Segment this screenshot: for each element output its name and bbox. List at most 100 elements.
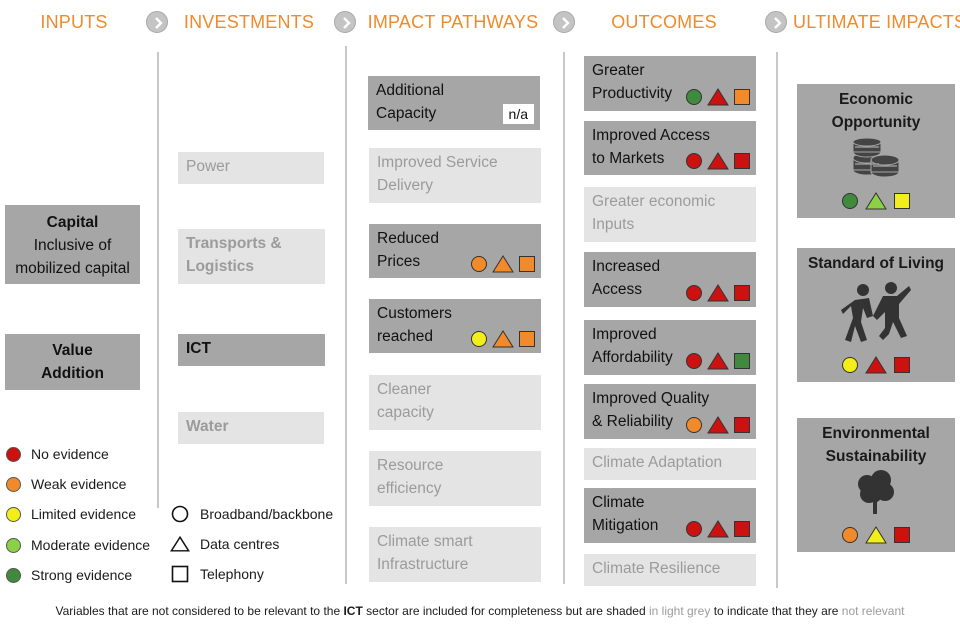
weak-evidence-circle-icon <box>471 256 487 272</box>
pathway-cleaner-capacity-label: Cleaner capacity <box>377 381 434 421</box>
people-dancing-icon <box>841 282 911 342</box>
legend-strong-evidence: Strong evidence <box>6 565 132 585</box>
footnote-text: to indicate that they are <box>710 604 842 618</box>
limited-evidence-triangle-icon <box>865 526 887 544</box>
investment-water: Water <box>178 412 324 444</box>
limited-evidence-circle-icon <box>471 331 487 347</box>
evidence-indicators <box>685 416 751 434</box>
input-capital-subtitle: Inclusive of mobilized capital <box>15 237 130 277</box>
legend-label: Moderate evidence <box>31 537 151 553</box>
no-evidence-circle-icon <box>686 521 702 537</box>
outcome-climate-adaptation: Climate Adaptation <box>584 448 756 480</box>
square-icon <box>171 565 189 583</box>
outcome-increased-access: Increased Access <box>584 252 756 307</box>
outcome-greater-productivity-label: Greater Productivity <box>592 62 673 102</box>
evidence-indicators <box>470 255 536 273</box>
no-evidence-circle-icon <box>686 353 702 369</box>
pathway-reduced-prices: Reduced Prices <box>369 224 541 278</box>
no-evidence-triangle-icon <box>707 352 729 370</box>
impact-environmental-sustainability-label: Environmental Sustainability <box>822 425 930 465</box>
outcome-improved-quality-label: Improved Quality & Reliability <box>592 390 710 430</box>
outcome-greater-productivity: Greater Productivity <box>584 56 756 111</box>
no-evidence-circle-icon <box>686 153 702 169</box>
footnote-text: sector are included for completeness but… <box>362 604 649 618</box>
legend-broadband: Broadband/backbone <box>170 504 333 524</box>
no-evidence-square-icon <box>894 357 910 373</box>
weak-evidence-triangle-icon <box>492 255 514 273</box>
no-evidence-triangle-icon <box>707 152 729 170</box>
yellow-dot-icon <box>6 506 21 522</box>
evidence-indicators <box>797 356 955 374</box>
legend-data-centres: Data centres <box>170 534 279 554</box>
outcome-climate-mitigation: Climate Mitigation <box>584 488 756 543</box>
footnote-grey-text: not relevant <box>841 604 905 618</box>
pathway-customers-reached: Customers reached <box>369 299 541 353</box>
legend-limited-evidence: Limited evidence <box>6 504 136 524</box>
circle-icon <box>171 505 189 523</box>
no-evidence-circle-icon <box>686 285 702 301</box>
legend-weak-evidence: Weak evidence <box>6 474 126 494</box>
footnote-sector: ICT <box>343 604 363 618</box>
evidence-indicators <box>685 520 751 538</box>
investment-ict: ICT <box>178 334 325 366</box>
header-outcomes: OUTCOMES <box>611 12 717 32</box>
column-divider <box>563 52 565 584</box>
weak-evidence-square-icon <box>519 256 535 272</box>
not-applicable-badge: n/a <box>502 104 534 124</box>
pathway-additional-capacity-label: Additional Capacity <box>376 82 445 122</box>
investment-power-label: Power <box>186 158 230 175</box>
investment-ict-label: ICT <box>186 340 211 357</box>
limited-evidence-circle-icon <box>842 357 858 373</box>
outcome-greater-economic-inputs-label: Greater economic Inputs <box>592 193 716 233</box>
no-evidence-triangle-icon <box>707 284 729 302</box>
evidence-indicators <box>797 526 955 544</box>
pathway-reduced-prices-label: Reduced Prices <box>377 230 440 270</box>
outcome-climate-mitigation-label: Climate Mitigation <box>592 494 659 534</box>
evidence-indicators <box>797 192 955 210</box>
pathway-climate-smart-label: Climate smart Infrastructure <box>377 533 473 573</box>
strong-evidence-circle-icon <box>842 193 858 209</box>
evidence-indicators <box>685 352 751 370</box>
column-divider <box>157 52 159 508</box>
no-evidence-triangle-icon <box>865 356 887 374</box>
outcome-increased-access-label: Increased Access <box>592 258 661 298</box>
pathway-cleaner-capacity: Cleaner capacity <box>369 375 541 430</box>
dark-green-dot-icon <box>6 567 21 583</box>
pathway-improved-service: Improved Service Delivery <box>369 148 541 203</box>
chevron-right-icon <box>553 11 575 33</box>
legend-label: No evidence <box>31 446 109 462</box>
chevron-right-icon <box>146 11 168 33</box>
no-evidence-square-icon <box>734 521 750 537</box>
outcome-improved-affordability-label: Improved Affordability <box>592 326 673 366</box>
header-ultimate-impacts: ULTIMATE IMPACTS <box>793 12 960 32</box>
pathway-resource-efficiency: Resource efficiency <box>369 451 541 506</box>
header-inputs: INPUTS <box>40 12 108 32</box>
legend-moderate-evidence: Moderate evidence <box>6 535 150 555</box>
no-evidence-square-icon <box>894 527 910 543</box>
legend-label: Limited evidence <box>31 506 137 522</box>
outcome-climate-adaptation-label: Climate Adaptation <box>592 454 723 471</box>
investment-transports: Transports & Logistics <box>178 229 325 284</box>
no-evidence-square-icon <box>734 285 750 301</box>
investment-power: Power <box>178 152 324 184</box>
pathway-climate-smart: Climate smart Infrastructure <box>369 527 541 582</box>
chevron-right-icon <box>765 11 787 33</box>
pathway-resource-efficiency-label: Resource efficiency <box>377 457 444 497</box>
outcome-greater-economic-inputs: Greater economic Inputs <box>584 187 756 242</box>
impact-environmental-sustainability: Environmental Sustainability <box>797 418 955 552</box>
light-green-dot-icon <box>6 537 21 553</box>
evidence-indicators <box>685 152 751 170</box>
column-divider <box>776 52 778 588</box>
pathway-additional-capacity: Additional Capacity n/a <box>368 76 540 130</box>
input-capital: Capital Inclusive of mobilized capital <box>5 205 140 284</box>
input-value-addition: Value Addition <box>5 334 140 390</box>
limited-evidence-square-icon <box>894 193 910 209</box>
input-capital-title: Capital <box>46 214 99 231</box>
footnote-grey-text: in light grey <box>648 604 711 618</box>
strong-evidence-circle-icon <box>686 89 702 105</box>
legend-label: Data centres <box>200 536 280 552</box>
weak-evidence-circle-icon <box>686 417 702 433</box>
investment-water-label: Water <box>186 418 229 435</box>
investment-transports-label: Transports & Logistics <box>186 235 282 275</box>
no-evidence-square-icon <box>734 153 750 169</box>
